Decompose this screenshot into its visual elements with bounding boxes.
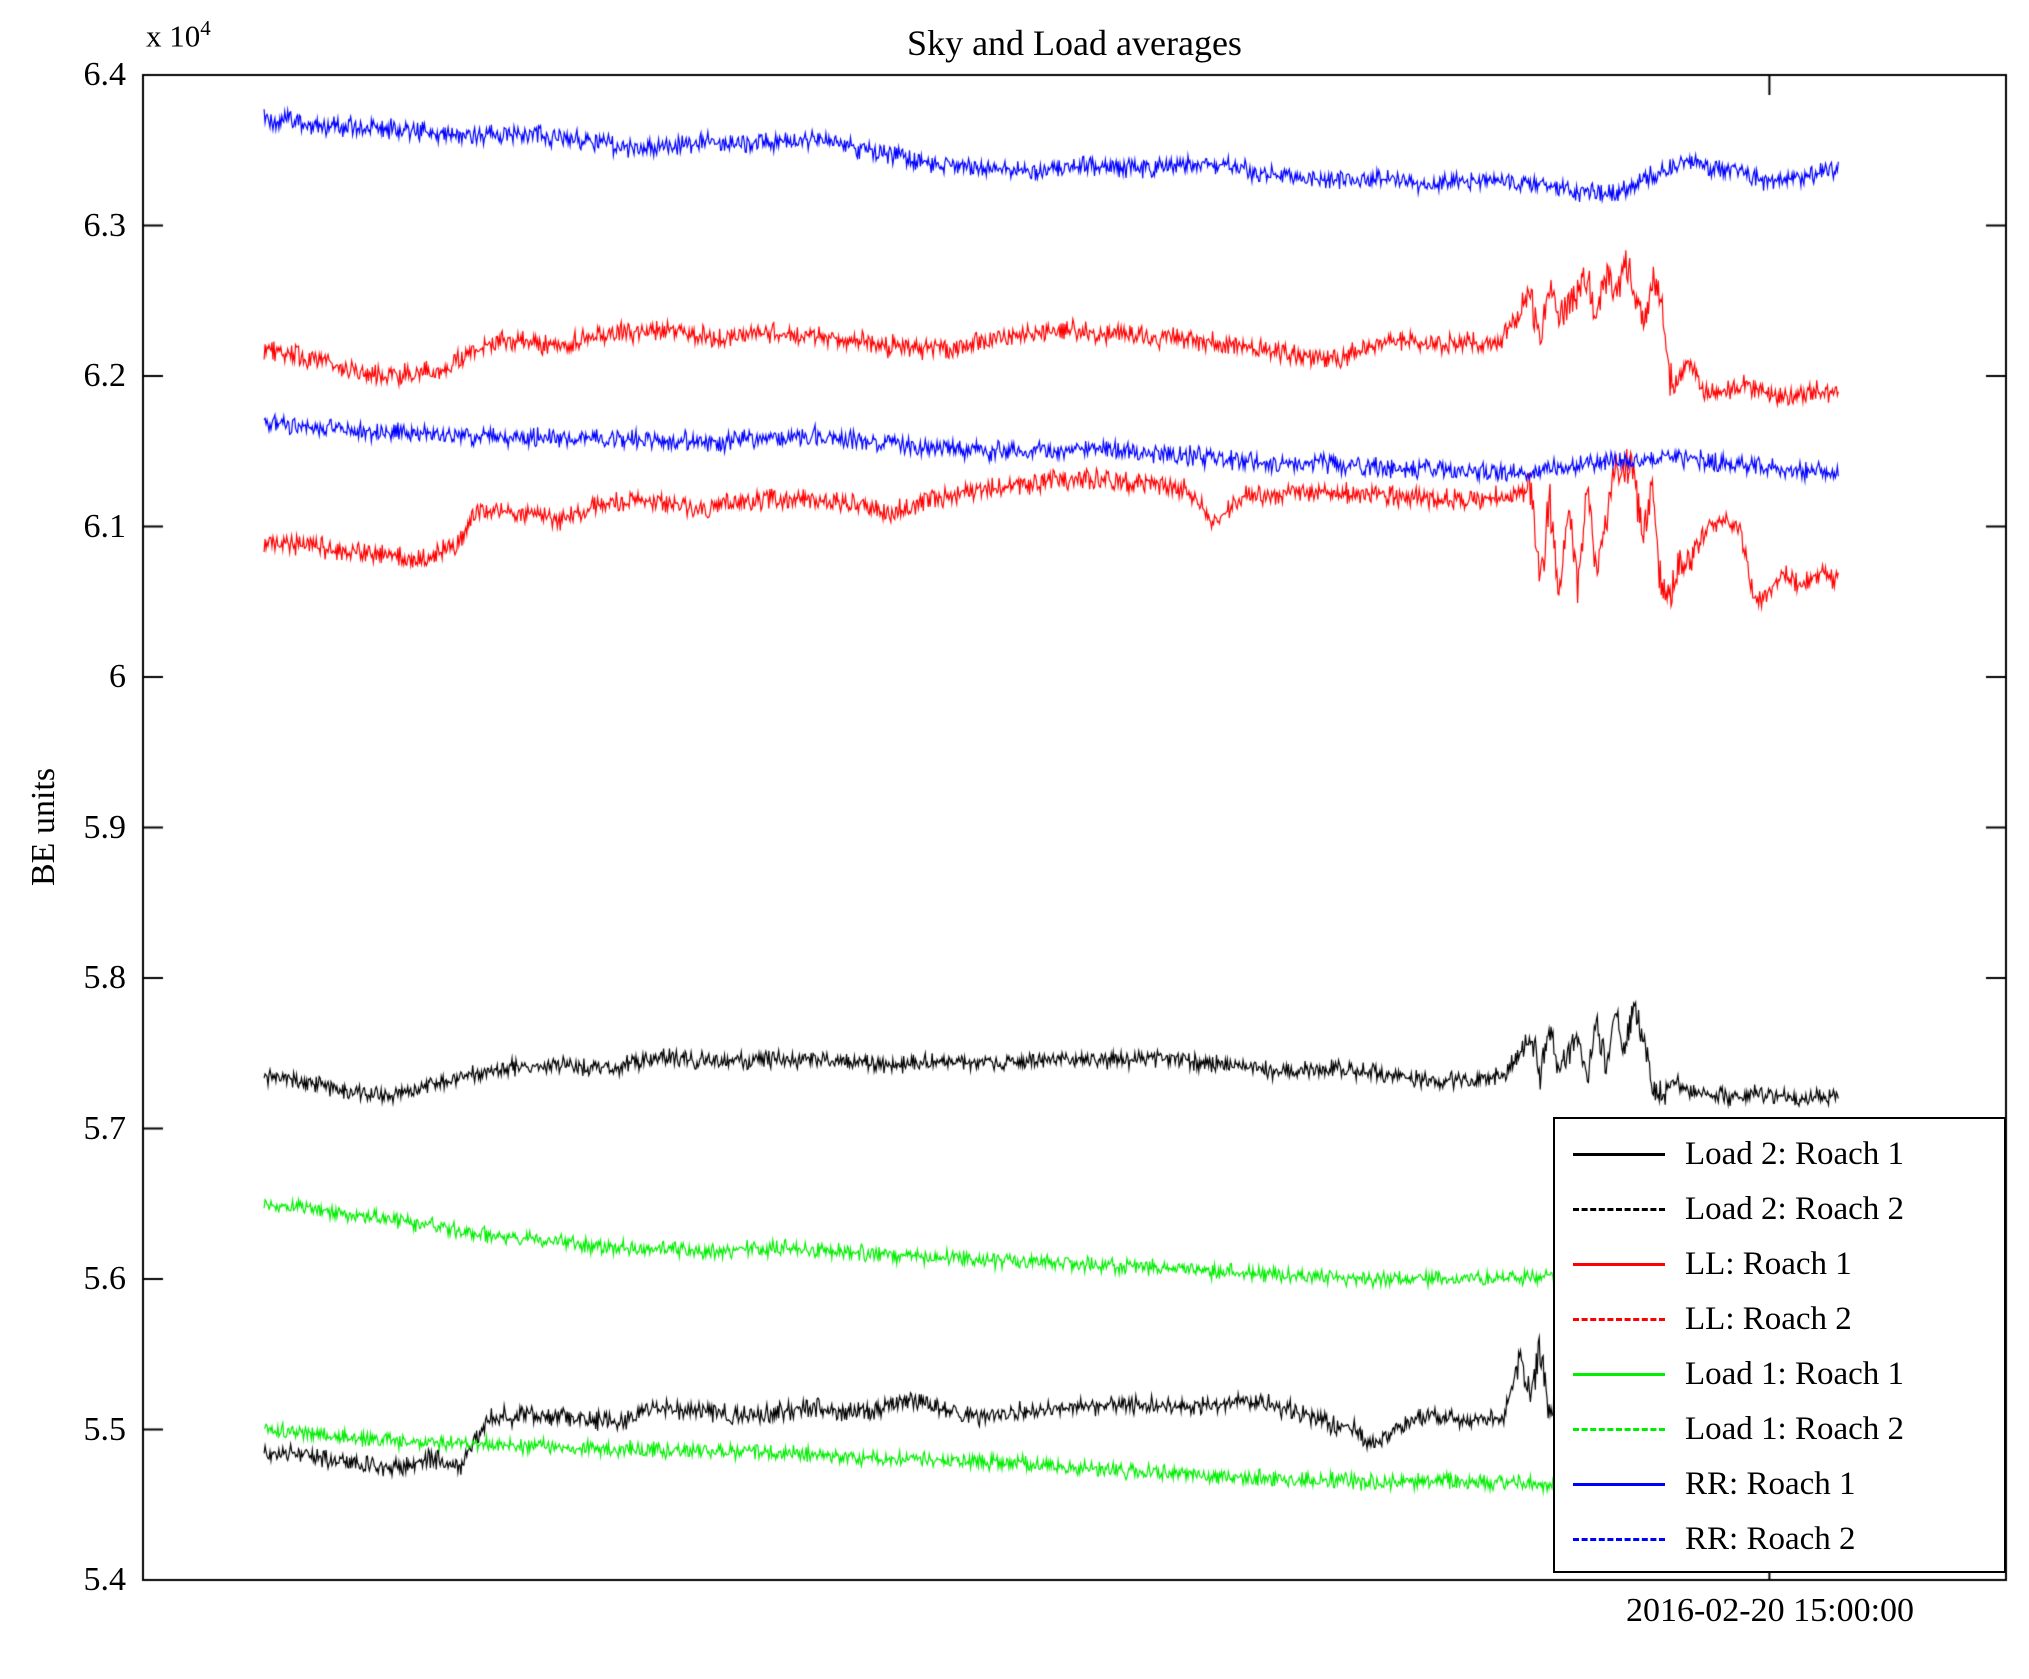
legend-item-label: Load 1: Roach 1 [1685, 1356, 1905, 1392]
legend: Load 2: Roach 1 Load 2: Roach 2 LL: Roach … [1553, 1117, 2006, 1573]
y-axis-scale-label: x 104 [146, 16, 211, 54]
chart-title: Sky and Load averages [907, 23, 1242, 63]
legend-line-sample-dashed [1573, 1538, 1665, 1541]
legend-item: LL: Roach 1 [1573, 1237, 2004, 1292]
x-tick-label: 2016-02-20 15:00:00 [1625, 1592, 1915, 1629]
legend-item-label: RR: Roach 2 [1685, 1521, 1856, 1557]
y-tick-label: 6.2 [83, 357, 127, 394]
y-tick-label: 6.3 [83, 206, 127, 244]
legend-item: Load 2: Roach 1 [1573, 1127, 2004, 1182]
legend-line-sample-solid [1573, 1153, 1665, 1156]
legend-line-sample-solid [1573, 1483, 1665, 1486]
y-scale-exponent: 4 [200, 16, 211, 40]
legend-item: Load 1: Roach 1 [1573, 1347, 2004, 1402]
y-tick-label: 5.4 [83, 1561, 127, 1598]
legend-item-label: RR: Roach 1 [1685, 1466, 1856, 1502]
legend-line-sample-solid [1573, 1373, 1665, 1376]
legend-item-label: Load 2: Roach 1 [1685, 1136, 1905, 1172]
legend-item: RR: Roach 1 [1573, 1457, 2004, 1512]
legend-item-label: LL: Roach 2 [1685, 1301, 1852, 1337]
y-tick-label: 6.4 [83, 56, 127, 93]
y-tick-label: 5.5 [83, 1410, 127, 1448]
y-tick-label: 5.8 [83, 959, 127, 996]
legend-line-sample-solid [1573, 1263, 1665, 1266]
legend-line-sample-dashed [1573, 1208, 1665, 1211]
y-tick-label: 5.9 [83, 808, 127, 846]
y-tick-label: 5.6 [83, 1260, 127, 1297]
y-tick-label: 6 [109, 658, 126, 695]
y-tick-label: 5.7 [83, 1109, 127, 1147]
legend-item: Load 1: Roach 2 [1573, 1402, 2004, 1457]
legend-item-label: LL: Roach 1 [1685, 1246, 1852, 1282]
legend-item: LL: Roach 2 [1573, 1292, 2004, 1347]
legend-item-label: Load 2: Roach 2 [1685, 1191, 1905, 1227]
legend-item: RR: Roach 2 [1573, 1512, 2004, 1567]
y-scale-prefix: x 10 [146, 18, 201, 54]
y-tick-label: 6.1 [83, 507, 127, 545]
legend-line-sample-dashed [1573, 1428, 1665, 1431]
legend-line-sample-dashed [1573, 1318, 1665, 1321]
legend-item: Load 2: Roach 2 [1573, 1182, 2004, 1237]
legend-item-label: Load 1: Roach 2 [1685, 1411, 1905, 1447]
